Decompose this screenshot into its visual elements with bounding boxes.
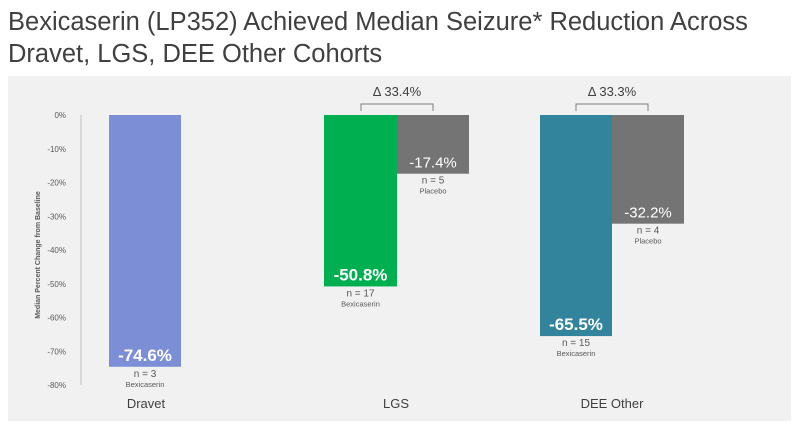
bar-series-label: Placebo bbox=[419, 187, 446, 196]
bar-n-label: n = 3 bbox=[134, 369, 157, 380]
y-tick-label: -30% bbox=[47, 212, 66, 221]
y-tick-label: -70% bbox=[47, 347, 66, 356]
bar-n-label: n = 4 bbox=[637, 226, 660, 237]
y-tick-label: 0% bbox=[54, 111, 66, 120]
bar bbox=[612, 115, 684, 224]
y-axis-title: Median Percent Change from Baseline bbox=[35, 191, 42, 319]
bar-value-label: -65.5% bbox=[549, 315, 603, 334]
delta-bracket bbox=[360, 103, 434, 111]
bar-series-label: Bexicaserin bbox=[126, 380, 165, 389]
x-category-label: LGS bbox=[383, 396, 409, 411]
y-tick-label: -10% bbox=[47, 145, 66, 154]
y-tick-label: -50% bbox=[47, 280, 66, 289]
bar-n-label: n = 5 bbox=[422, 176, 445, 187]
bar bbox=[397, 115, 469, 174]
y-tick-label: -60% bbox=[47, 314, 66, 323]
bar-value-label: -50.8% bbox=[334, 265, 388, 284]
bar-n-label: n = 17 bbox=[346, 288, 375, 299]
bar-series-label: Placebo bbox=[634, 237, 661, 246]
bar bbox=[109, 115, 181, 367]
bar bbox=[324, 115, 397, 287]
delta-annotation: Δ 33.3% bbox=[588, 84, 637, 99]
x-category-label: DEE Other bbox=[581, 396, 645, 411]
page-title: Bexicaserin (LP352) Achieved Median Seiz… bbox=[8, 8, 748, 68]
y-tick-label: -80% bbox=[47, 381, 66, 390]
delta-bracket bbox=[575, 103, 649, 111]
bar-value-label: -74.6% bbox=[118, 346, 172, 365]
y-tick-label: -20% bbox=[47, 179, 66, 188]
bar-value-label: -17.4% bbox=[409, 155, 457, 172]
bar-n-label: n = 15 bbox=[562, 338, 591, 349]
bar-series-label: Bexicaserin bbox=[557, 349, 596, 358]
bar-value-label: -32.2% bbox=[624, 205, 672, 222]
delta-annotation: Δ 33.4% bbox=[373, 84, 422, 99]
bar-series-label: Bexicaserin bbox=[341, 299, 380, 308]
x-category-label: Dravet bbox=[127, 396, 166, 411]
bar bbox=[540, 115, 612, 337]
y-tick-label: -40% bbox=[47, 246, 66, 255]
